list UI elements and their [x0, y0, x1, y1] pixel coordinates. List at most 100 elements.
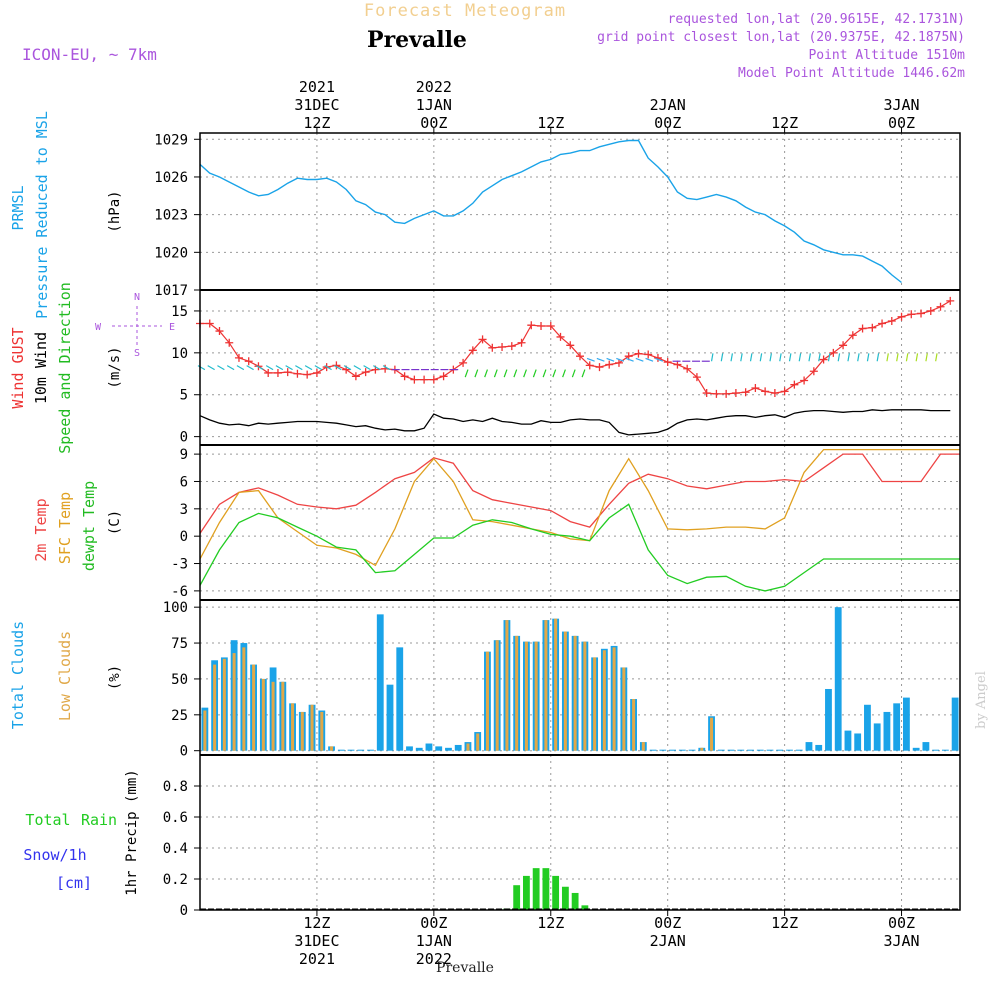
wind-arrow	[935, 353, 938, 362]
bottom-time-label: 00Z	[420, 914, 447, 932]
gust-point	[926, 306, 935, 315]
gust-point	[809, 367, 818, 376]
y-axis-label: (m/s)	[107, 346, 123, 388]
wind-arrow	[779, 353, 782, 362]
y-tick-label: 0	[180, 903, 188, 919]
gust-point	[878, 319, 887, 328]
top-time-label: 12Z	[771, 114, 798, 132]
top-time-label: 00Z	[420, 114, 447, 132]
gust-point	[273, 368, 282, 377]
bottom-time-label: 2021	[299, 950, 335, 968]
top-time-label: 2022	[416, 78, 452, 96]
total-cloud-bar	[659, 749, 667, 751]
y-tick-label: 50	[171, 672, 188, 688]
total-cloud-bar	[445, 747, 452, 751]
total-cloud-bar	[941, 749, 949, 751]
total-cloud-bar	[386, 684, 394, 751]
gust-point	[819, 355, 828, 364]
bottom-time-label: 1JAN	[416, 932, 452, 950]
total-cloud-bar	[844, 730, 852, 751]
gust-point	[332, 361, 341, 370]
compass-s: S	[134, 348, 140, 359]
gust-point	[605, 360, 614, 369]
gust-point	[205, 319, 214, 328]
wind-arrow	[886, 353, 889, 362]
gust-point	[478, 335, 487, 344]
bottom-time-label: 00Z	[888, 914, 915, 932]
total-cloud-bar	[864, 704, 871, 751]
total-cloud-bar	[357, 749, 365, 751]
low-cloud-bar	[524, 641, 528, 751]
compass-n: N	[134, 292, 140, 303]
gust-point	[790, 380, 799, 389]
wind-arrow	[353, 365, 362, 371]
gust-point	[595, 363, 604, 372]
credit-watermark: by Angel	[974, 671, 989, 729]
gust-point	[459, 358, 468, 367]
gust-point	[780, 387, 789, 396]
y-tick-label: -3	[171, 557, 188, 573]
total-cloud-bar	[795, 749, 803, 751]
station-title: Prevalle	[367, 27, 467, 53]
gust-point	[858, 324, 867, 333]
low-cloud-bar	[495, 640, 499, 751]
gust-point	[264, 368, 273, 377]
low-cloud-bar	[242, 647, 246, 751]
gust-point	[683, 364, 692, 373]
gust-point	[429, 375, 438, 384]
wind-arrow	[710, 353, 714, 362]
wind-arrow	[265, 365, 274, 371]
total-cloud-bar	[805, 742, 813, 751]
point-altitude: Point Altitude 1510m	[808, 48, 965, 63]
gust-point	[439, 372, 448, 381]
gust-point	[731, 389, 740, 398]
wind-arrow	[866, 353, 870, 362]
bottom-time-label: 12Z	[303, 914, 330, 932]
low-cloud-bar	[485, 651, 489, 751]
wind-arrow	[730, 353, 734, 362]
bottom-time-label: 12Z	[537, 914, 564, 932]
wind-arrow	[197, 365, 206, 371]
gust-point	[244, 357, 253, 366]
gust-point	[361, 368, 370, 377]
y-tick-label: 9	[180, 447, 188, 463]
y-tick-label: 1023	[154, 208, 188, 224]
low-cloud-bar	[330, 746, 334, 751]
dewpt-label: dewpt Temp	[80, 481, 98, 571]
panel-labels: (hPa) (m/s) (C) (%) 1hr Precip (mm) PRMSL Pres…	[9, 111, 175, 896]
y-axis-label: 1hr Precip (mm)	[124, 769, 140, 895]
total-cloud-bar	[815, 744, 823, 751]
wind-arrow	[586, 357, 595, 362]
low-cloud-bar	[300, 711, 304, 751]
rain-bar	[571, 892, 579, 910]
model-altitude: Model Point Altitude 1446.62m	[738, 66, 965, 81]
y-tick-label: 1026	[154, 170, 188, 186]
total-cloud-bar	[912, 747, 920, 751]
bottom-time-label: 2022	[416, 950, 452, 968]
gust-point	[829, 348, 838, 357]
wind-arrow	[382, 365, 391, 371]
low-cloud-bar	[271, 681, 275, 751]
gust-point	[283, 368, 292, 377]
y-tick-label: 75	[171, 636, 188, 652]
gust-point	[839, 341, 848, 350]
total-cloud-bar	[786, 749, 793, 751]
wind-arrow	[256, 365, 264, 371]
bottom-time-label: 2JAN	[650, 932, 686, 950]
wind-arrow	[324, 365, 332, 371]
wind-arrow	[343, 365, 352, 371]
wind-arrow	[915, 353, 919, 362]
gust-line	[200, 300, 951, 395]
wind-arrow	[207, 365, 215, 371]
snow-label: Snow/1h	[23, 846, 86, 864]
low-cloud-bar	[641, 742, 645, 751]
wind-arrow	[285, 365, 293, 371]
gust-point	[897, 312, 906, 321]
gust-point	[848, 331, 857, 340]
gust-point	[215, 327, 224, 336]
wind-arrow	[625, 357, 634, 362]
low-cloud-bar	[583, 641, 587, 751]
y-tick-label: 1029	[154, 132, 188, 148]
total-cloud-bar	[435, 746, 443, 751]
gust-point	[293, 369, 302, 378]
